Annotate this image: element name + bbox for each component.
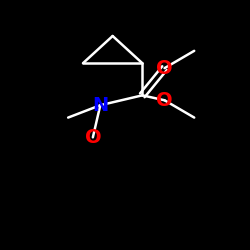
- Text: O: O: [156, 91, 173, 110]
- Text: O: O: [84, 128, 101, 147]
- Text: O: O: [156, 59, 173, 78]
- Text: N: N: [92, 96, 108, 115]
